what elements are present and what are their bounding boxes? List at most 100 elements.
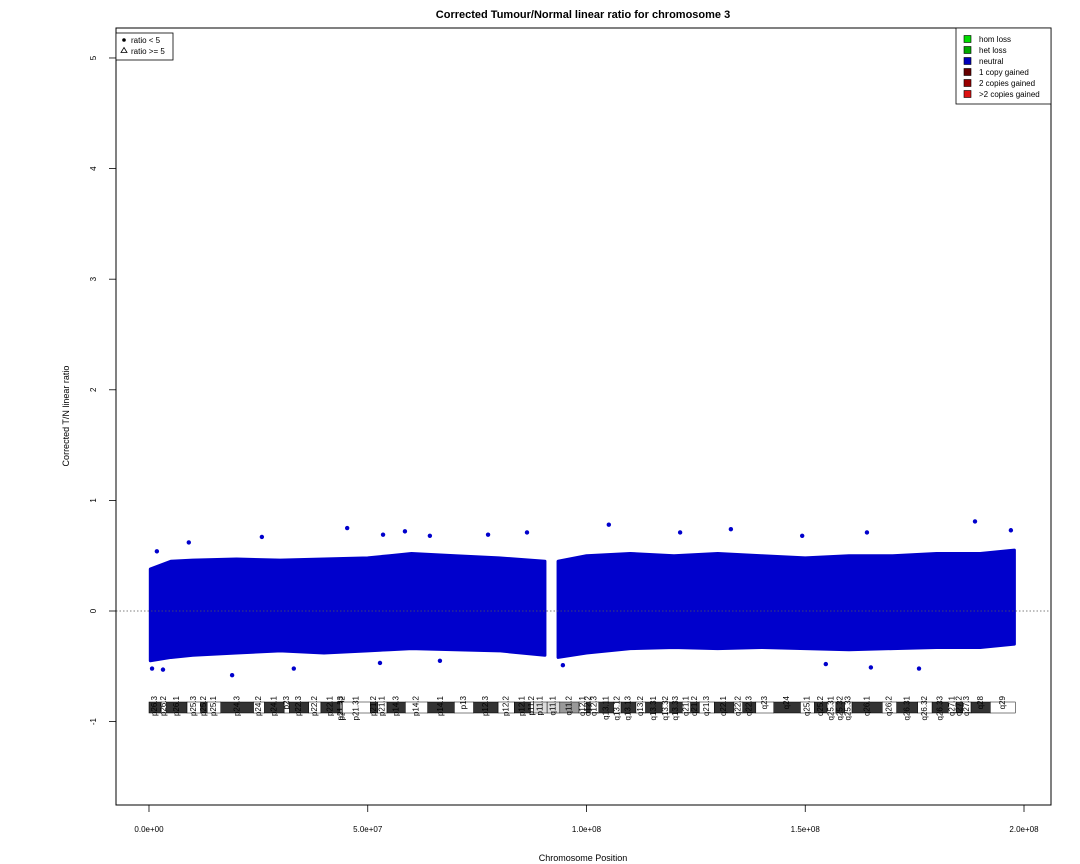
legend-swatch [963,46,972,54]
shape-legend: ratio < 5 ratio >= 5 [115,32,174,61]
band-label: p21.31 [351,695,360,720]
band-label: q13.2 [636,695,645,716]
band-label: p21.32 [337,695,346,720]
y-tick-label: 3 [89,276,98,281]
data-point [1008,528,1014,533]
legend-label: hom loss [979,35,1011,44]
legend-box [115,32,174,61]
data-point [916,666,922,671]
plot-area [116,519,1051,678]
band-label: p22.2 [310,695,319,716]
band-label: p14.2 [412,695,421,716]
y-tick-label: 2 [89,387,98,392]
band-label: q25.33 [843,695,852,720]
y-tick-label: -1 [89,718,98,726]
band-label: p14.3 [391,695,400,716]
data-point [149,666,155,671]
x-tick-label: 2.0e+08 [1009,825,1039,834]
legend-symbol [122,38,126,42]
band-label: q12.1 [578,695,587,716]
data-point [823,661,829,667]
legend-swatch [963,68,972,76]
band-label: q26.32 [920,695,929,720]
band-label: q23 [760,695,769,709]
band-label: q27.2 [955,695,964,716]
data-band [556,548,1016,659]
band-label: p11.2 [527,695,536,715]
band-label: q26.1 [862,695,871,716]
band-label: q13.13 [624,695,633,720]
band-label: p24.3 [232,695,241,716]
legend-swatch [963,79,972,87]
band-label: q26.2 [885,695,894,716]
band-label: p24.1 [269,695,278,716]
x-tick-label: 1.0e+08 [572,825,602,834]
band-label: q29 [998,695,1007,709]
band-label: p12.1 [518,695,527,716]
band-label: q25.32 [835,695,844,720]
band-label: p26.2 [159,695,168,716]
y-tick-label: 1 [89,498,98,503]
y-tick-label: 0 [89,608,98,613]
band-label: p21.2 [369,695,378,716]
data-point [677,530,683,535]
data-point [380,532,386,537]
band-label: p22.3 [294,695,303,716]
legend-label: neutral [979,57,1004,66]
band-label: p11.1 [535,695,544,715]
band-label: p24.2 [254,695,263,716]
data-point [728,526,734,532]
data-point [437,658,443,663]
legend-swatch [963,35,972,43]
data-point [259,534,265,540]
band-label: p12.2 [501,695,510,716]
data-point [972,519,978,524]
legend-label: het loss [979,46,1007,55]
band-label: q13.32 [661,695,670,720]
band-label: p21.33 [336,695,345,720]
data-point [160,667,166,672]
band-label: p21.1 [378,695,387,716]
band-label: q26.33 [935,695,944,720]
band-label: q21.2 [690,695,699,716]
data-point [864,530,870,535]
y-tick-label: 5 [89,55,98,60]
legend-box [955,27,1052,105]
data-point [868,665,874,670]
data-point [291,666,297,671]
data-point [799,533,805,538]
chromosome-band [990,701,1016,714]
band-label: q27.1 [947,695,956,716]
legend-symbol [120,46,128,53]
band-label: q22.1 [719,695,728,716]
y-axis-label: Corrected T/N linear ratio [61,366,71,467]
data-point [186,540,192,545]
band-label: q26.31 [902,695,911,720]
band-label: q25.2 [816,695,825,716]
data-point [427,533,433,538]
band-label: q24 [782,695,791,709]
x-tick-label: 1.5e+08 [791,825,821,834]
band-label: p13 [459,695,468,709]
x-tick-label: 5.0e+07 [353,825,383,834]
band-label: q25.1 [803,695,812,716]
band-label: q13.12 [612,695,621,720]
band-label: q22.3 [744,695,753,716]
band-label: p26.1 [172,695,181,716]
band-label: p26.3 [150,695,159,716]
copy-number-legend: hom loss het loss neutral 1 copy gained 2 co… [955,27,1052,105]
band-label: q13.31 [649,695,658,720]
band-label: p25.3 [189,695,198,716]
data-point [524,530,530,535]
data-point [229,672,235,678]
data-point [344,525,350,531]
data-point [560,662,566,668]
x-tick-label: 0.0e+00 [134,825,164,834]
chart-title: Corrected Tumour/Normal linear ratio for… [436,9,730,21]
x-axis-label: Chromosome Position [539,853,628,863]
band-label: q25.31 [827,695,836,720]
band-label: q13.33 [671,695,680,720]
y-tick-label: 4 [89,166,98,171]
band-label: p22.1 [326,695,335,716]
